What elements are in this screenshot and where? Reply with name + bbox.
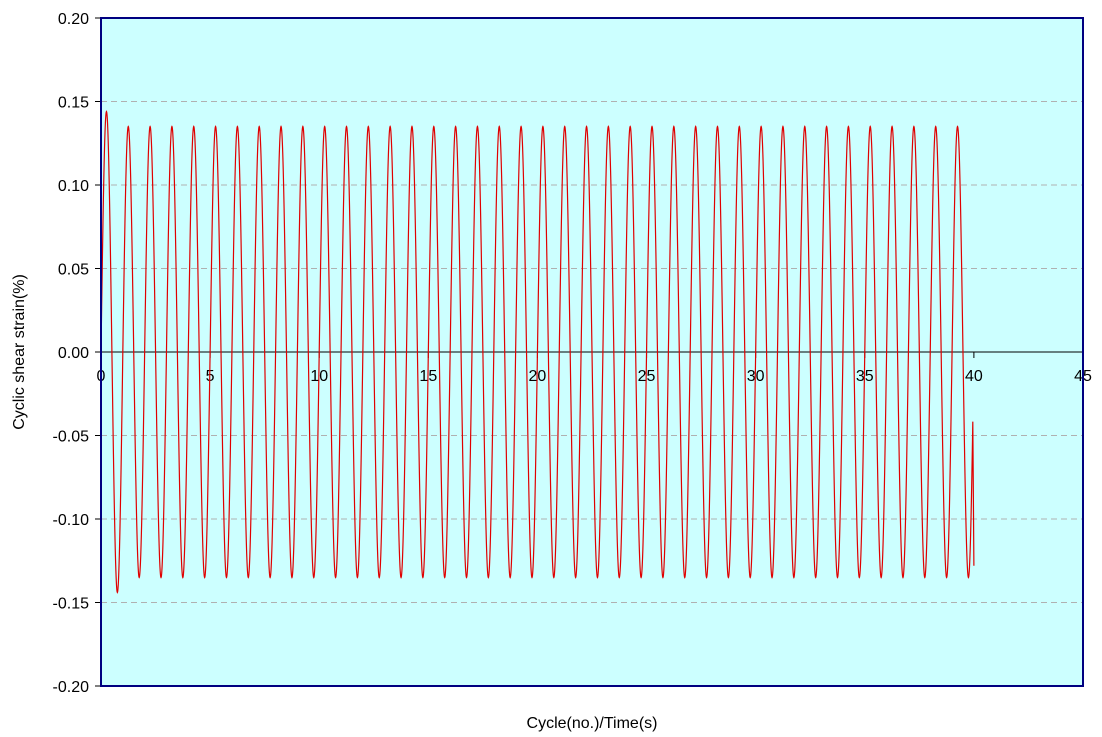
plot-border	[100, 17, 1084, 687]
y-tick-label: 0.10	[58, 178, 89, 195]
y-tick-label: -0.15	[53, 596, 90, 613]
y-tick-label: 0.15	[58, 95, 89, 112]
y-tick-label: -0.10	[53, 512, 90, 529]
y-tick-label: -0.05	[53, 429, 90, 446]
y-tick-labels: -0.20 -0.15 -0.10 -0.05 0.00 0.05 0.10 0.15 0.20	[53, 11, 90, 696]
y-tick-label: 0.00	[58, 345, 89, 362]
series-line	[100, 110, 975, 594]
y-tick-label: -0.20	[53, 679, 90, 696]
y-tick-label: 0.20	[58, 11, 89, 28]
grid-lines	[101, 101, 1083, 603]
y-tick-label: 0.05	[58, 262, 89, 279]
x-tick-label: 40	[965, 368, 983, 385]
y-axis-title: Cyclic shear strain(%)	[11, 274, 28, 430]
x-axis-title: Cycle(no.)/Time(s)	[527, 715, 658, 732]
